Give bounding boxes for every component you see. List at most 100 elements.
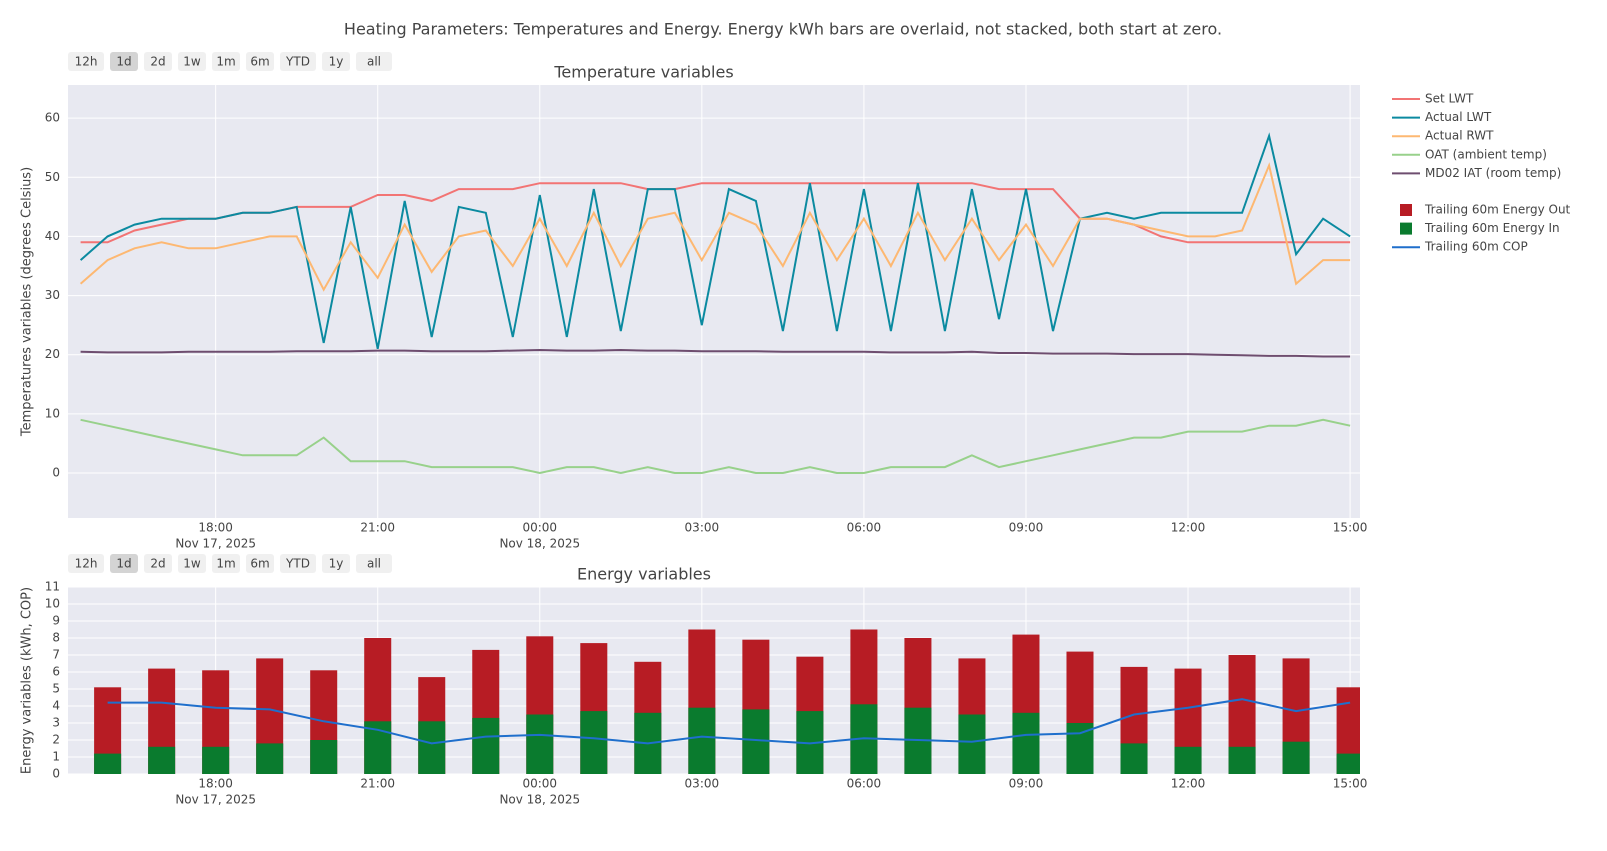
y-tick-label: 6 xyxy=(52,665,60,679)
button-label[interactable]: 2d xyxy=(150,55,165,69)
range-button[interactable]: 1d xyxy=(110,554,138,573)
y-tick-label: 2 xyxy=(52,733,60,747)
button-label[interactable]: all xyxy=(367,557,381,571)
bar xyxy=(148,746,176,774)
range-button[interactable]: 6m xyxy=(246,554,274,573)
button-label[interactable]: 12h xyxy=(75,55,98,69)
bar xyxy=(1066,723,1094,774)
button-bg[interactable] xyxy=(280,52,316,71)
y-tick-label: 30 xyxy=(45,288,60,302)
range-button[interactable]: YTD xyxy=(280,52,316,71)
button-bg[interactable] xyxy=(246,554,274,573)
y-tick-label: 60 xyxy=(45,111,60,125)
x-date-label: Nov 18, 2025 xyxy=(499,793,580,807)
button-label[interactable]: YTD xyxy=(285,557,310,571)
button-label[interactable]: 12h xyxy=(75,557,98,571)
button-label[interactable]: 6m xyxy=(250,557,269,571)
button-bg[interactable] xyxy=(68,554,104,573)
button-label[interactable]: 2d xyxy=(150,557,165,571)
y-axis-title: Temperatures variables (degrees Celsius) xyxy=(20,167,35,437)
x-tick-label: 06:00 xyxy=(847,521,882,535)
button-bg[interactable] xyxy=(68,52,104,71)
button-bg[interactable] xyxy=(144,554,172,573)
button-bg[interactable] xyxy=(322,554,350,573)
series-line xyxy=(80,348,1351,358)
range-button[interactable]: 2d xyxy=(144,554,172,573)
bar xyxy=(1012,712,1040,774)
range-button[interactable]: 6m xyxy=(246,52,274,71)
x-tick-label: 09:00 xyxy=(1009,521,1044,535)
button-bg[interactable] xyxy=(322,52,350,71)
button-bg[interactable] xyxy=(356,554,392,573)
range-button[interactable]: YTD xyxy=(280,554,316,573)
x-tick-label: 21:00 xyxy=(360,777,395,791)
x-tick-label: 03:00 xyxy=(685,777,720,791)
legend-item: Actual LWT xyxy=(1392,110,1492,124)
bar xyxy=(418,721,446,774)
button-label[interactable]: 1w xyxy=(183,557,201,571)
button-label[interactable]: YTD xyxy=(285,55,310,69)
x-tick-label: 21:00 xyxy=(360,521,395,535)
button-bg[interactable] xyxy=(212,554,240,573)
y-tick-label: 10 xyxy=(45,406,60,420)
range-button[interactable]: all xyxy=(356,554,392,573)
page-title: Heating Parameters: Temperatures and Ene… xyxy=(344,20,1222,39)
range-button[interactable]: 1w xyxy=(178,554,206,573)
bar xyxy=(688,707,716,774)
button-label[interactable]: 6m xyxy=(250,55,269,69)
button-bg[interactable] xyxy=(178,52,206,71)
button-label[interactable]: all xyxy=(367,55,381,69)
x-tick-label: 09:00 xyxy=(1009,777,1044,791)
series-line xyxy=(79,162,1351,292)
range-button[interactable]: 12h xyxy=(68,52,104,71)
legend-label: Set LWT xyxy=(1425,92,1474,106)
range-button[interactable]: 1m xyxy=(212,554,240,573)
bar xyxy=(1174,746,1202,774)
range-button[interactable]: 1w xyxy=(178,52,206,71)
button-bg[interactable] xyxy=(246,52,274,71)
range-button[interactable]: 1m xyxy=(212,52,240,71)
button-bg[interactable] xyxy=(178,554,206,573)
range-button[interactable]: 1y xyxy=(322,554,350,573)
legend-item: Trailing 60m Energy Out xyxy=(1400,203,1571,217)
button-bg[interactable] xyxy=(110,52,138,71)
button-label[interactable]: 1d xyxy=(116,55,131,69)
button-label[interactable]: 1y xyxy=(329,557,344,571)
button-label[interactable]: 1d xyxy=(116,557,131,571)
x-tick-label: 15:00 xyxy=(1333,521,1368,535)
range-button[interactable]: 1d xyxy=(110,52,138,71)
bar xyxy=(310,740,338,774)
button-label[interactable]: 1m xyxy=(216,557,235,571)
bar xyxy=(1336,753,1360,774)
button-label[interactable]: 1y xyxy=(329,55,344,69)
legend-label: Trailing 60m Energy In xyxy=(1424,221,1560,235)
bar xyxy=(958,714,986,774)
y-tick-label: 20 xyxy=(45,347,60,361)
range-button[interactable]: 1y xyxy=(322,52,350,71)
button-bg[interactable] xyxy=(356,52,392,71)
bar xyxy=(202,746,230,774)
button-label[interactable]: 1m xyxy=(216,55,235,69)
bar xyxy=(526,714,554,774)
y-tick-label: 40 xyxy=(45,229,60,243)
y-tick-label: 11 xyxy=(45,580,60,594)
range-button[interactable]: 12h xyxy=(68,554,104,573)
button-label[interactable]: 1w xyxy=(183,55,201,69)
x-tick-label: 18:00 xyxy=(198,521,233,535)
legend-item: Trailing 60m COP xyxy=(1392,240,1528,254)
y-tick-label: 8 xyxy=(52,631,60,645)
legend-label: Actual RWT xyxy=(1425,129,1494,143)
y-tick-label: 0 xyxy=(52,767,60,781)
button-bg[interactable] xyxy=(280,554,316,573)
bar xyxy=(580,711,608,774)
legend-item: Trailing 60m Energy In xyxy=(1400,221,1560,235)
button-bg[interactable] xyxy=(144,52,172,71)
bar xyxy=(1228,746,1256,774)
button-bg[interactable] xyxy=(110,554,138,573)
x-tick-label: 12:00 xyxy=(1171,777,1206,791)
range-button[interactable]: all xyxy=(356,52,392,71)
bar xyxy=(1120,743,1148,774)
button-bg[interactable] xyxy=(212,52,240,71)
range-button[interactable]: 2d xyxy=(144,52,172,71)
bar xyxy=(1282,741,1310,774)
